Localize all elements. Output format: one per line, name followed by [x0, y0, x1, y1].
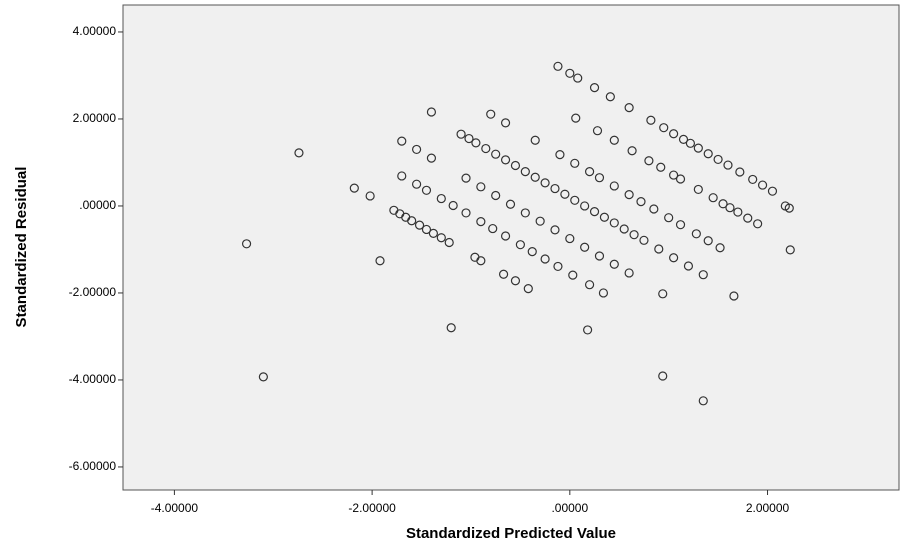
y-tick-label: 2.00000 — [73, 111, 117, 125]
y-tick-label: -2.00000 — [69, 285, 117, 299]
x-axis-title: Standardized Predicted Value — [406, 525, 616, 542]
plot-area — [123, 5, 899, 490]
y-axis-title: Standardized Residual — [13, 167, 30, 328]
x-tick-label: -2.00000 — [348, 501, 396, 515]
y-tick-label: 4.00000 — [73, 24, 117, 38]
y-tick-label: .00000 — [79, 198, 116, 212]
chart: Standardized Predicted Value Standardize… — [0, 0, 900, 548]
x-tick-label: -4.00000 — [151, 501, 199, 515]
x-tick-label: 2.00000 — [746, 501, 790, 515]
y-tick-label: -4.00000 — [69, 372, 117, 386]
x-tick-label: .00000 — [551, 501, 588, 515]
y-tick-label: -6.00000 — [69, 459, 117, 473]
